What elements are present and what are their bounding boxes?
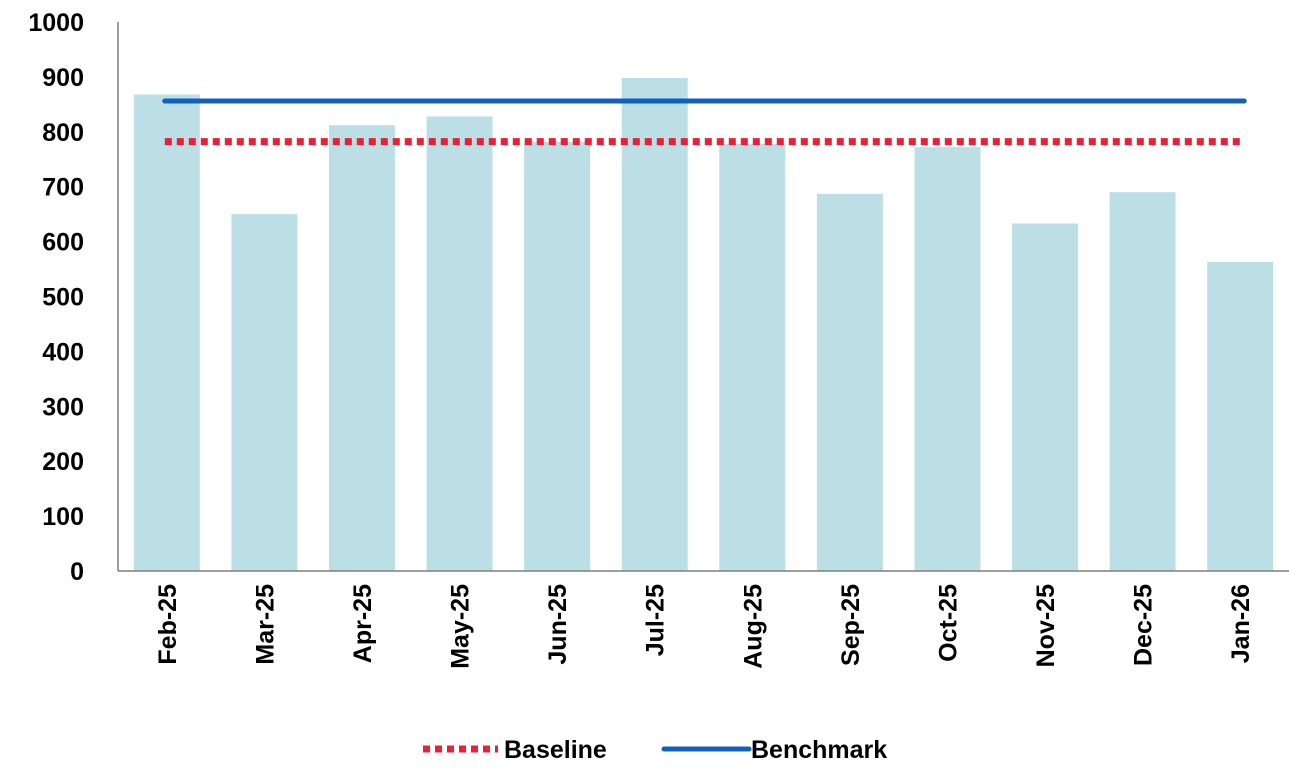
x-tick-label: Sep-25 [837, 584, 865, 666]
bar-feb-25 [133, 94, 200, 571]
bar-apr-25 [328, 125, 395, 571]
y-tick-label: 600 [42, 229, 84, 257]
y-tick-label: 800 [42, 119, 84, 147]
labels-layer: 0 100 200 300 400 500 600 700 800 900 1000 Feb-25 Ma… [28, 9, 1255, 669]
bar-jul-25 [621, 77, 688, 572]
x-tick-label: Jul-25 [642, 584, 670, 656]
x-tick-label: Feb-25 [154, 584, 182, 665]
bar-aug-25 [719, 143, 786, 572]
x-tick-label: Jan-26 [1227, 584, 1255, 663]
y-tick-label: 1000 [28, 9, 84, 37]
x-tick-label: Oct-25 [934, 584, 962, 662]
y-tick-label: 200 [42, 448, 84, 476]
y-tick-label: 500 [42, 284, 84, 312]
y-tick-label: 0 [70, 558, 84, 586]
bar-sep-25 [816, 193, 883, 571]
bar-dec-25 [1109, 192, 1176, 571]
x-tick-label: Nov-25 [1032, 584, 1060, 667]
x-tick-label: May-25 [447, 584, 475, 669]
bar-may-25 [426, 116, 493, 571]
bar-mar-25 [231, 214, 298, 571]
legend-baseline-label: Baseline [504, 736, 607, 764]
bars-layer [133, 77, 1274, 572]
x-tick-label: Dec-25 [1130, 584, 1158, 666]
y-tick-label: 700 [42, 174, 84, 202]
y-tick-label: 300 [42, 393, 84, 421]
lines-layer [162, 98, 1247, 146]
x-tick-label: Aug-25 [739, 584, 767, 669]
y-tick-label: 400 [42, 338, 84, 366]
x-tick-label: Mar-25 [251, 584, 279, 665]
legend: Baseline Benchmark [423, 736, 887, 764]
y-tick-label: 100 [42, 503, 84, 531]
x-tick-label: Jun-25 [544, 584, 572, 665]
bar-jun-25 [524, 141, 591, 571]
bar-jan-26 [1207, 261, 1274, 571]
axes-layer [117, 22, 1289, 572]
bar-nov-25 [1012, 223, 1079, 571]
x-tick-label: Apr-25 [349, 584, 377, 663]
bar-oct-25 [914, 147, 981, 571]
y-tick-label: 900 [42, 64, 84, 92]
legend-benchmark-label: Benchmark [751, 736, 887, 764]
